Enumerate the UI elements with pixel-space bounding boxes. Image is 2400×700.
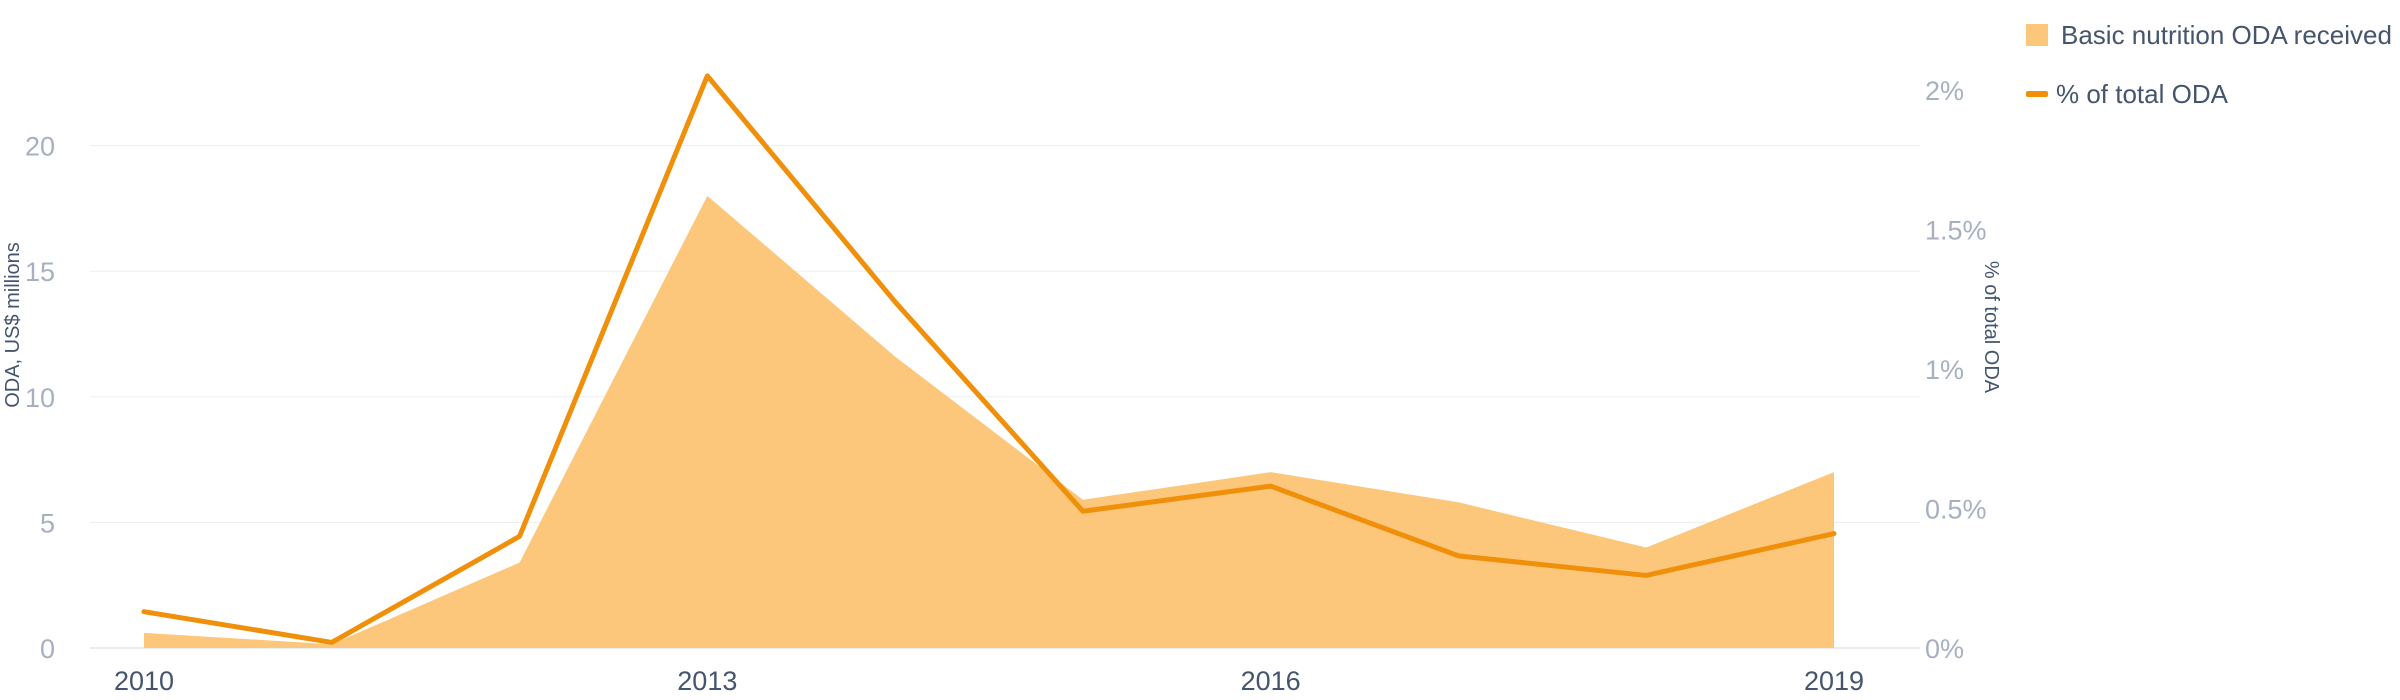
line-percent-total-oda [141, 73, 1837, 645]
right-tick-label: 0% [1925, 634, 1964, 664]
legend-line-label: % of total ODA [2056, 79, 2229, 109]
right-tick-label: 0.5% [1925, 494, 1987, 524]
area-series [144, 195, 1834, 648]
right-axis-ticks: 0% 0.5% 1% 1.5% 2% [1925, 76, 1987, 664]
legend-item-area[interactable]: Basic nutrition ODA received [2026, 20, 2392, 50]
left-axis-title: ODA, US$ millions [2, 242, 24, 408]
x-axis-ticks: 2010 2013 2016 2019 [114, 666, 1864, 696]
x-tick-label: 2013 [677, 666, 737, 696]
x-tick-label: 2019 [1804, 666, 1864, 696]
right-tick-label: 1.5% [1925, 215, 1987, 245]
line-series [141, 73, 1837, 645]
right-axis-title: % of total ODA [1980, 261, 2002, 394]
x-tick-label: 2016 [1241, 666, 1301, 696]
left-tick-label: 0 [40, 634, 55, 664]
left-tick-label: 5 [40, 508, 55, 538]
x-tick-label: 2010 [114, 666, 174, 696]
legend-item-line[interactable]: % of total ODA [2026, 79, 2229, 109]
legend-line-swatch [2026, 91, 2048, 97]
left-axis-ticks: 0 5 10 15 20 [25, 132, 55, 664]
legend-area-label: Basic nutrition ODA received [2061, 20, 2392, 50]
left-tick-label: 10 [25, 383, 55, 413]
right-tick-label: 2% [1925, 76, 1964, 106]
legend: Basic nutrition ODA received % of total … [2026, 20, 2392, 109]
right-tick-label: 1% [1925, 355, 1964, 385]
area-basic-nutrition [144, 195, 1834, 648]
left-tick-label: 15 [25, 257, 55, 287]
left-tick-label: 20 [25, 132, 55, 162]
legend-area-swatch [2026, 24, 2048, 46]
